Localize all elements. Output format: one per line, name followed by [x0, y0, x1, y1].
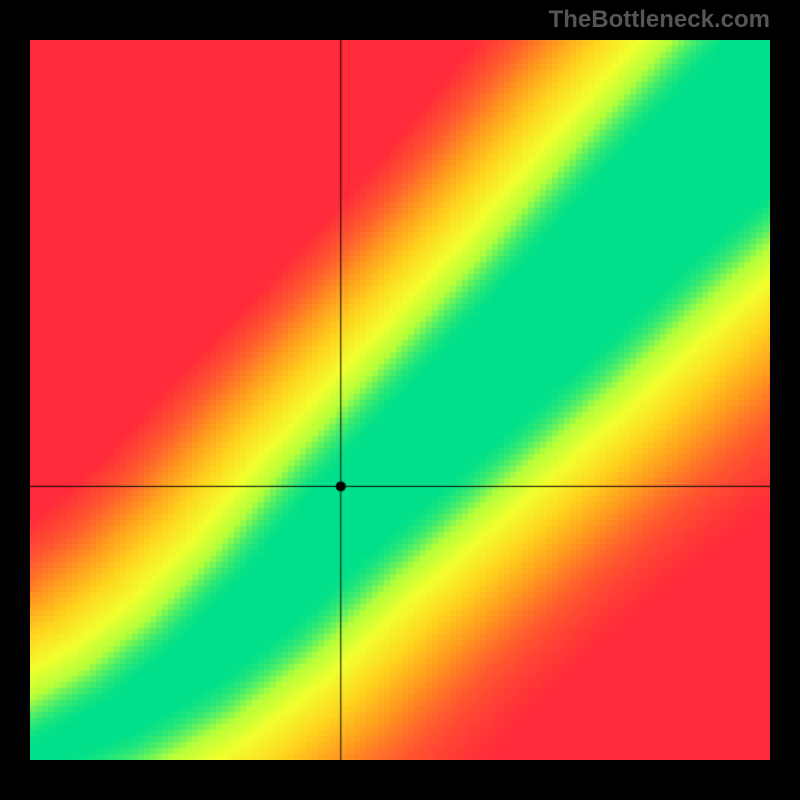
- heatmap-canvas: [30, 40, 770, 760]
- watermark-text: TheBottleneck.com: [549, 6, 770, 34]
- chart-container: TheBottleneck.com: [0, 0, 800, 800]
- plot-area: [30, 40, 770, 760]
